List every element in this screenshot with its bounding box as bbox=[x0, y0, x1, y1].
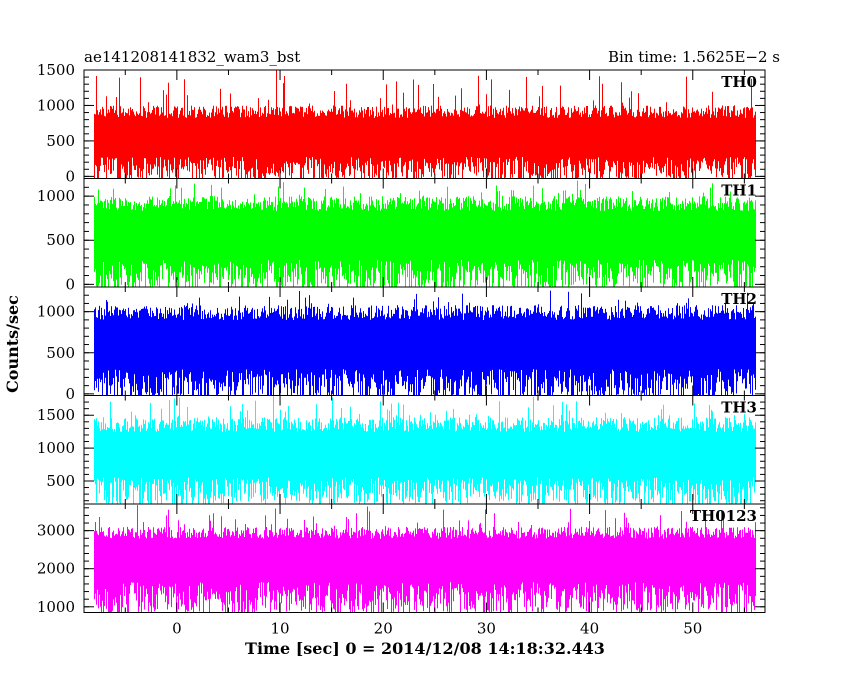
y-tick-label: 500 bbox=[46, 231, 75, 249]
panel-th0: 0 500 1000 1500 TH0 bbox=[37, 61, 766, 185]
x-tick-label: 30 bbox=[477, 620, 496, 638]
series-line-th0 bbox=[94, 70, 756, 179]
x-tick-label: 10 bbox=[270, 620, 289, 638]
panel-frame bbox=[83, 503, 766, 613]
y-tick-label: 1000 bbox=[37, 187, 75, 205]
panel-label: TH1 bbox=[721, 182, 757, 200]
series-line-th2 bbox=[94, 290, 756, 396]
panel-label: TH0 bbox=[721, 73, 757, 91]
y-tick-label: 3000 bbox=[37, 522, 75, 540]
x-tick-label: 0 bbox=[172, 620, 182, 638]
y-tick-label: 2000 bbox=[37, 560, 75, 578]
series-line-th1 bbox=[94, 180, 756, 287]
panels-group: 0 500 1000 1500 TH0 0 500 1000 TH1 0 500 1000 TH2 500… bbox=[37, 61, 766, 616]
panel-label: TH0123 bbox=[690, 507, 757, 525]
y-tick-label: 500 bbox=[46, 132, 75, 150]
y-tick-label: 1000 bbox=[37, 303, 75, 321]
panel-th0123: 1000 2000 3000 TH0123 bbox=[37, 503, 766, 616]
panel-th2: 0 500 1000 TH2 bbox=[37, 286, 766, 403]
y-tick-label: 0 bbox=[65, 385, 75, 403]
panel-label: TH3 bbox=[721, 399, 757, 417]
y-tick-label: 1000 bbox=[37, 439, 75, 457]
y-tick-label: 1500 bbox=[37, 61, 75, 79]
y-axis-label: Counts/sec bbox=[3, 295, 22, 393]
y-tick-label: 1000 bbox=[37, 96, 75, 114]
y-tick-label: 1500 bbox=[37, 406, 75, 424]
x-tick-label: 20 bbox=[374, 620, 393, 638]
chart-subtitle: Bin time: 1.5625E−2 s bbox=[608, 48, 780, 66]
x-axis: 0 10 20 30 40 50 bbox=[172, 620, 702, 638]
y-tick-label: 1000 bbox=[37, 598, 75, 616]
panel-th1: 0 500 1000 TH1 bbox=[37, 178, 766, 293]
x-tick-label: 50 bbox=[683, 620, 702, 638]
chart-title: ae141208141832_wam3_bst bbox=[84, 48, 300, 66]
x-tick-label: 40 bbox=[580, 620, 599, 638]
y-tick-label: 0 bbox=[65, 275, 75, 293]
panel-label: TH2 bbox=[721, 290, 757, 308]
x-axis-label: Time [sec] 0 = 2014/12/08 14:18:32.443 bbox=[245, 639, 605, 658]
panel-th3: 500 1000 1500 TH3 bbox=[37, 395, 766, 505]
y-tick-label: 500 bbox=[46, 472, 75, 490]
series-line-th0123 bbox=[94, 505, 756, 613]
y-tick-label: 0 bbox=[65, 167, 75, 185]
series-line-th3 bbox=[94, 396, 756, 504]
y-tick-label: 500 bbox=[46, 344, 75, 362]
